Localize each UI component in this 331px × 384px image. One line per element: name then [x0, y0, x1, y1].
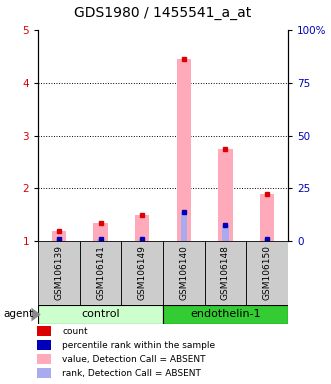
FancyBboxPatch shape [163, 305, 288, 324]
Bar [222, 225, 229, 241]
Bar [218, 149, 233, 241]
FancyBboxPatch shape [121, 241, 163, 305]
Text: GSM106140: GSM106140 [179, 245, 188, 300]
Text: count: count [62, 327, 88, 336]
FancyBboxPatch shape [36, 326, 51, 336]
Text: control: control [81, 310, 120, 319]
FancyBboxPatch shape [163, 241, 205, 305]
FancyBboxPatch shape [38, 305, 163, 324]
FancyBboxPatch shape [205, 241, 246, 305]
Text: percentile rank within the sample: percentile rank within the sample [62, 341, 215, 350]
Text: agent: agent [3, 310, 33, 319]
Text: GSM106150: GSM106150 [262, 245, 272, 300]
Text: GDS1980 / 1455541_a_at: GDS1980 / 1455541_a_at [73, 7, 251, 20]
Text: endothelin-1: endothelin-1 [190, 310, 261, 319]
Text: GSM106139: GSM106139 [54, 245, 64, 300]
Text: rank, Detection Call = ABSENT: rank, Detection Call = ABSENT [62, 369, 201, 378]
Bar [135, 215, 150, 241]
FancyBboxPatch shape [38, 241, 80, 305]
Polygon shape [31, 308, 41, 321]
Bar [52, 230, 66, 241]
Text: value, Detection Call = ABSENT: value, Detection Call = ABSENT [62, 355, 206, 364]
Bar [181, 212, 187, 241]
FancyBboxPatch shape [36, 354, 51, 364]
Bar [139, 238, 145, 241]
Bar [264, 238, 270, 241]
Text: GSM106149: GSM106149 [138, 245, 147, 300]
Text: GSM106141: GSM106141 [96, 245, 105, 300]
Text: GSM106148: GSM106148 [221, 245, 230, 300]
FancyBboxPatch shape [246, 241, 288, 305]
Bar [97, 238, 104, 241]
Bar [176, 59, 191, 241]
FancyBboxPatch shape [80, 241, 121, 305]
FancyBboxPatch shape [36, 340, 51, 350]
Bar [260, 194, 274, 241]
Bar [56, 238, 62, 241]
FancyBboxPatch shape [36, 368, 51, 378]
Bar [93, 223, 108, 241]
